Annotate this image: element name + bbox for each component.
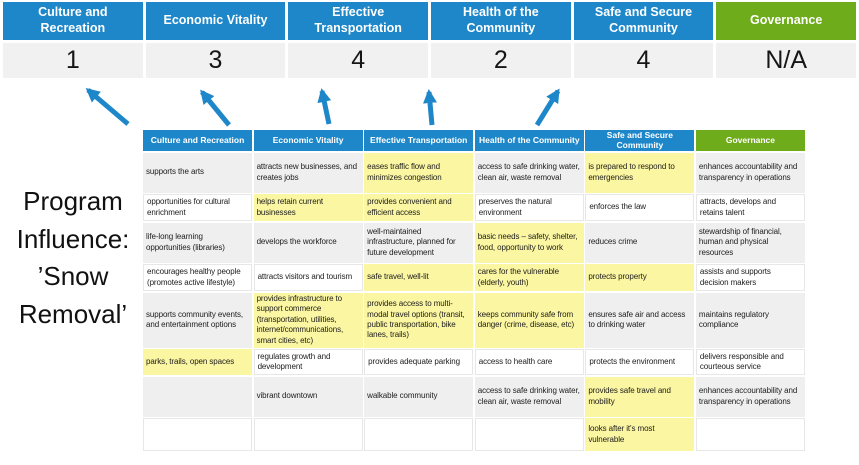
arrow-up-icon	[85, 88, 130, 126]
matrix-header: Culture and Recreation	[143, 130, 253, 151]
matrix-cell: attracts visitors and tourism	[253, 264, 363, 291]
arrow-up-icon	[423, 89, 437, 126]
matrix-cell: ensures safe air and access to drinking …	[585, 292, 695, 348]
matrix-cell: supports the arts	[143, 152, 253, 193]
arrow-up-icon	[200, 89, 231, 127]
priority-score: 1	[3, 43, 143, 78]
matrix-cell: supports community events, and entertain…	[143, 292, 253, 348]
matrix-cell	[474, 418, 584, 451]
matrix-cell: provides adequate parking	[364, 349, 474, 375]
matrix-cell: eases traffic flow and minimizes congest…	[364, 152, 474, 193]
program-influence-label: Program Influence: ’Snow Removal’	[16, 186, 130, 330]
priority-header: Economic Vitality	[145, 2, 286, 40]
matrix-cell: delivers responsible and courteous servi…	[695, 349, 805, 375]
matrix-cell: life-long learning opportunities (librar…	[143, 222, 253, 263]
matrix-cell: reduces crime	[585, 222, 695, 263]
matrix-cell	[364, 418, 474, 451]
priority-column: Effective Transportation 4	[288, 2, 428, 78]
matrix-cell: provides convenient and efficient access	[364, 194, 474, 221]
matrix-cell: safe travel, well-lit	[364, 264, 474, 291]
matrix-cell	[143, 376, 253, 417]
matrix-header: Governance	[695, 130, 805, 151]
priority-score: 2	[431, 43, 571, 78]
influence-arrows	[85, 88, 561, 127]
matrix-cell: regulates growth and development	[253, 349, 363, 375]
matrix-header: Safe and Secure Community	[585, 130, 695, 151]
matrix-cell: opportunities for cultural enrichment	[143, 194, 253, 221]
priority-score-table: Culture and Recreation 1 Economic Vitality…	[3, 2, 856, 78]
matrix-header: Economic Vitality	[253, 130, 363, 151]
matrix-cell: looks after it's most vulnerable	[585, 418, 695, 451]
priority-header: Safe and Secure Community	[573, 2, 714, 40]
matrix-cell: stewardship of financial, human and phys…	[695, 222, 805, 263]
matrix-cell: provides infrastructure to support comme…	[253, 292, 363, 348]
matrix-header: Health of the Community	[474, 130, 584, 151]
priority-header: Effective Transportation	[288, 2, 428, 40]
priority-score: N/A	[716, 43, 856, 78]
matrix-cell: basic needs – safety, shelter, food, opp…	[474, 222, 584, 263]
matrix-cell: access to safe drinking water, clean air…	[474, 152, 584, 193]
matrix-cell: maintains regulatory compliance	[695, 292, 805, 348]
matrix-cell: encourages healthy people (promotes acti…	[143, 264, 253, 291]
matrix-cell: cares for the vulnerable (elderly, youth…	[474, 264, 584, 291]
matrix-cell: vibrant downtown	[253, 376, 363, 417]
matrix-cell	[253, 418, 363, 451]
priority-column: Health of the Community 2	[431, 2, 571, 78]
matrix-cell: is prepared to respond to emergencies	[585, 152, 695, 193]
matrix-header: Effective Transportation	[364, 130, 474, 151]
matrix-cell: protects the environment	[585, 349, 695, 375]
matrix-cell: develops the workforce	[253, 222, 363, 263]
priority-score: 4	[573, 43, 714, 78]
matrix-cell: access to health care	[474, 349, 584, 375]
matrix-cell: preserves the natural environment	[474, 194, 584, 221]
priority-column: Culture and Recreation 1	[3, 2, 143, 78]
priority-header: Culture and Recreation	[3, 2, 143, 40]
priority-column: Economic Vitality 3	[145, 2, 286, 78]
matrix-cell: enhances accountability and transparency…	[695, 376, 805, 417]
matrix-cell: helps retain current businesses	[253, 194, 363, 221]
influence-matrix: Culture and Recreation Economic Vitality E…	[143, 130, 805, 451]
matrix-cell: assists and supports decision makers	[695, 264, 805, 291]
matrix-cell: well-maintained infrastructure, planned …	[364, 222, 474, 263]
priority-header: Health of the Community	[431, 2, 571, 40]
matrix-cell: keeps community safe from danger (crime,…	[474, 292, 584, 348]
matrix-cell: attracts, develops and retains talent	[695, 194, 805, 221]
matrix-cell	[695, 418, 805, 451]
priority-header: Governance	[716, 2, 856, 40]
priority-score: 3	[145, 43, 286, 78]
arrow-up-icon	[317, 88, 332, 125]
priority-column: Governance N/A	[716, 2, 856, 78]
matrix-cell: provides safe travel and mobility	[585, 376, 695, 417]
matrix-cell: enforces the law	[585, 194, 695, 221]
priority-score: 4	[288, 43, 428, 78]
matrix-cell: provides access to multi-modal travel op…	[364, 292, 474, 348]
matrix-cell: parks, trails, open spaces	[143, 349, 253, 375]
arrow-up-icon	[534, 88, 561, 127]
priority-column: Safe and Secure Community 4	[573, 2, 714, 78]
matrix-cell	[143, 418, 253, 451]
matrix-cell: attracts new businesses, and creates job…	[253, 152, 363, 193]
matrix-cell: enhances accountability and transparency…	[695, 152, 805, 193]
matrix-cell: protects property	[585, 264, 695, 291]
matrix-cell: access to safe drinking water, clean air…	[474, 376, 584, 417]
matrix-cell: walkable community	[364, 376, 474, 417]
